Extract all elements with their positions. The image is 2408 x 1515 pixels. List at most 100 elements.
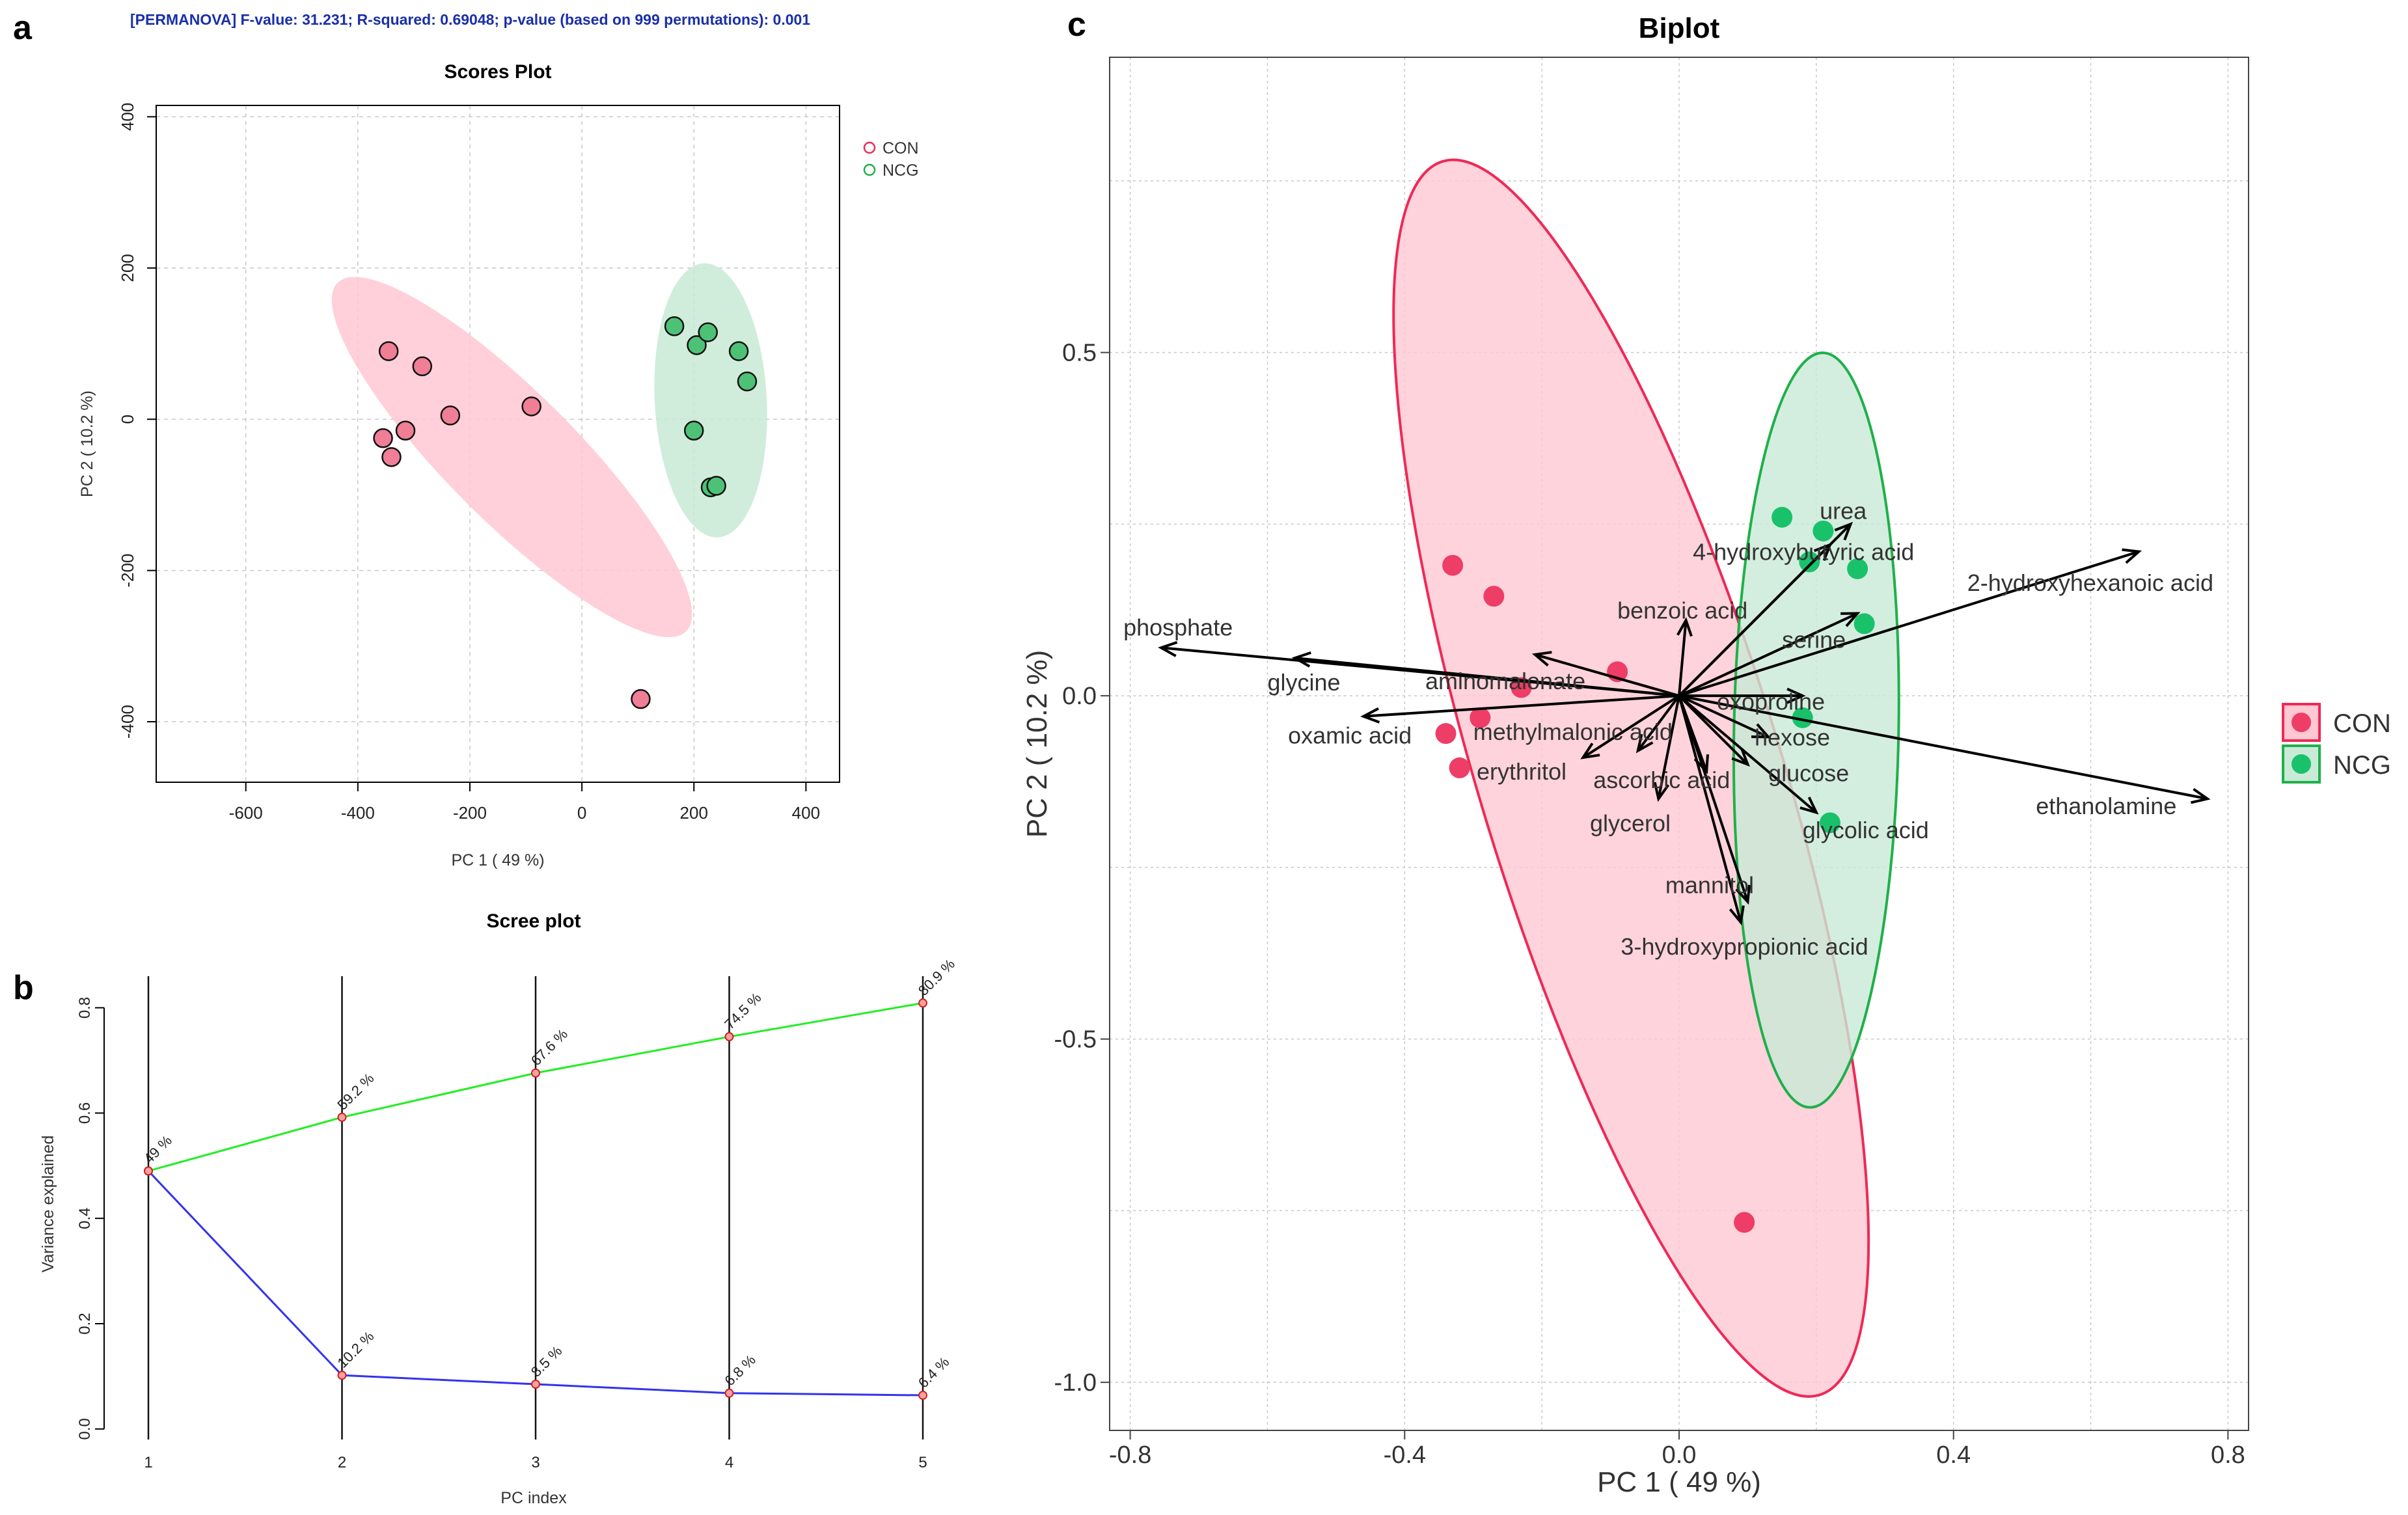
biplot-x-tick-label: 0.4 bbox=[1936, 1441, 1971, 1469]
scree-y-tick-label: 0.4 bbox=[76, 1207, 94, 1229]
scores-y-tick-label: 400 bbox=[118, 103, 137, 131]
biplot-y-tick-label: 0.5 bbox=[1062, 340, 1097, 367]
scree-plot: Scree plot 49 % 59.2 % 67.6 % 74.5 % 80.9 % 1… bbox=[39, 910, 958, 1507]
biplot-arrow-line bbox=[1678, 550, 2139, 698]
biplot-arrow-line bbox=[1678, 695, 1749, 903]
scree-point-individual bbox=[337, 1371, 347, 1380]
biplot-y-ticks: -1.0 -0.5 0.0 0.5 bbox=[1054, 340, 1110, 1397]
scores-x-tick-label: -600 bbox=[229, 803, 263, 823]
scores-legend-ncg-label: NCG bbox=[882, 161, 919, 180]
biplot-x-tick-label: -0.8 bbox=[1109, 1441, 1151, 1469]
scree-point-cumulative bbox=[918, 998, 927, 1008]
biplot-loading-label: oxoproline bbox=[1717, 689, 1825, 715]
biplot-point-con bbox=[1442, 554, 1464, 576]
biplot-point-ncg bbox=[1854, 613, 1875, 635]
biplot-title: Biplot bbox=[1639, 12, 1720, 44]
biplot-loading-label: benzoic acid bbox=[1617, 597, 1747, 623]
scree-x-tick-label: 4 bbox=[725, 1454, 733, 1471]
scores-point-con bbox=[373, 428, 393, 448]
scree-value-label: 10.2 % bbox=[334, 1328, 377, 1371]
biplot-loading-label: oxamic acid bbox=[1288, 722, 1412, 748]
scree-y-ticks: 0.0 0.2 0.4 0.6 0.8 bbox=[76, 997, 105, 1440]
scores-points bbox=[373, 316, 758, 709]
biplot-arrow-line bbox=[1678, 694, 1769, 739]
scree-value-label: 6.8 % bbox=[721, 1352, 758, 1389]
biplot-loading-labels: phosphate glycine aminomalonate oxamic acid… bbox=[1123, 497, 2213, 960]
scree-point-individual bbox=[144, 1166, 153, 1176]
biplot-point-con bbox=[1449, 757, 1470, 778]
biplot-loading-label: aminomalonate bbox=[1425, 668, 1585, 694]
scree-y-axis-label: Variance explained bbox=[39, 1136, 57, 1273]
panel-label-b: b bbox=[13, 969, 34, 1007]
scree-point-individual bbox=[531, 1380, 540, 1389]
scores-y-tick-label: 0 bbox=[118, 415, 137, 424]
biplot-arrow-line bbox=[1535, 653, 1680, 698]
scree-value-label: 59.2 % bbox=[334, 1070, 377, 1113]
biplot-point-ncg bbox=[1813, 520, 1834, 541]
biplot-arrow-head bbox=[1653, 782, 1670, 802]
biplot-loading-label: glucose bbox=[1768, 759, 1849, 786]
biplot-y-axis-label: PC 2 ( 10.2 %) bbox=[1021, 650, 1053, 838]
scores-y-tick-label: -200 bbox=[118, 554, 137, 588]
biplot-loading-label: serine bbox=[1782, 627, 1846, 653]
biplot-loading-label: glycine bbox=[1267, 669, 1340, 696]
biplot-legend-ncg-label: NCG bbox=[2333, 751, 2391, 780]
panel-label-a: a bbox=[13, 9, 33, 47]
biplot-arrow-head bbox=[1735, 884, 1751, 905]
biplot-loading-label: erythritol bbox=[1477, 758, 1567, 785]
biplot-loading-label: phosphate bbox=[1123, 614, 1233, 641]
biplot-loading-label: mannitol bbox=[1665, 871, 1754, 898]
scores-point-ncg bbox=[737, 371, 758, 392]
scores-y-axis-label: PC 2 ( 10.2 %) bbox=[78, 390, 96, 497]
biplot-loading-label: glycolic acid bbox=[1803, 817, 1929, 843]
biplot-arrow-head bbox=[1799, 797, 1819, 815]
scree-vertical-lines bbox=[147, 976, 924, 1440]
biplot-ellipse-ncg bbox=[1732, 351, 1900, 1109]
scree-x-tick-label: 1 bbox=[144, 1454, 152, 1471]
biplot-arrow-head bbox=[1731, 748, 1750, 767]
scores-plot: Scores Plot -600 -400 -200 0 200 400 -400 -200… bbox=[78, 61, 919, 869]
biplot-arrow-line bbox=[1637, 694, 1680, 752]
scores-point-ncg bbox=[706, 476, 726, 496]
scores-title: Scores Plot bbox=[444, 61, 551, 83]
biplot-point-con bbox=[1470, 707, 1491, 728]
biplot-arrow-head bbox=[1813, 542, 1833, 562]
scree-point-individual bbox=[724, 1388, 734, 1398]
biplot-loading-label: hexose bbox=[1755, 724, 1830, 750]
biplot-arrow-head bbox=[1840, 612, 1861, 627]
scores-ellipses bbox=[331, 263, 767, 638]
permanova-text: [PERMANOVA] F-value: 31.231; R-squared: … bbox=[130, 11, 810, 28]
biplot-arrow-head bbox=[1751, 723, 1772, 739]
biplot-y-tick-label: 0.0 bbox=[1062, 683, 1097, 710]
scores-legend: CON NCG bbox=[863, 139, 919, 180]
scores-point-ncg bbox=[687, 335, 707, 355]
biplot-arrow-head bbox=[1676, 617, 1693, 637]
biplot-arrow-line bbox=[1678, 694, 1818, 814]
scree-y-tick-label: 0.2 bbox=[76, 1313, 94, 1334]
biplot-arrow-head bbox=[2122, 548, 2142, 564]
biplot-loading-label: 4-hydroxybutyric acid bbox=[1693, 539, 1914, 566]
biplot-arrow-head bbox=[1786, 687, 1806, 704]
scores-point-ncg bbox=[664, 316, 685, 336]
scores-point-con bbox=[412, 356, 433, 377]
scores-point-con bbox=[440, 405, 461, 426]
biplot-arrow-head bbox=[1158, 641, 1178, 657]
biplot-loading-label: ethanolamine bbox=[2036, 793, 2176, 819]
biplot-legend-ncg-marker bbox=[2292, 754, 2311, 774]
biplot-legend-con-label: CON bbox=[2333, 709, 2391, 738]
scores-legend-ncg-marker bbox=[863, 163, 876, 176]
scree-points bbox=[144, 998, 927, 1400]
biplot-arrow-line bbox=[1363, 694, 1680, 718]
biplot-ellipses bbox=[1392, 158, 1900, 1398]
scree-value-label: 49 % bbox=[141, 1132, 175, 1167]
biplot-point-con bbox=[1734, 1212, 1755, 1233]
scores-point-con bbox=[521, 396, 541, 416]
biplot-x-tick-label: -0.4 bbox=[1384, 1441, 1426, 1469]
scree-value-label: 74.5 % bbox=[721, 989, 764, 1032]
scree-point-cumulative bbox=[337, 1112, 347, 1122]
scores-point-ncg bbox=[698, 322, 718, 342]
biplot-arrow-head bbox=[1729, 905, 1745, 926]
scores-point-ncg bbox=[728, 341, 749, 361]
scree-x-axis-label: PC index bbox=[500, 1489, 567, 1507]
